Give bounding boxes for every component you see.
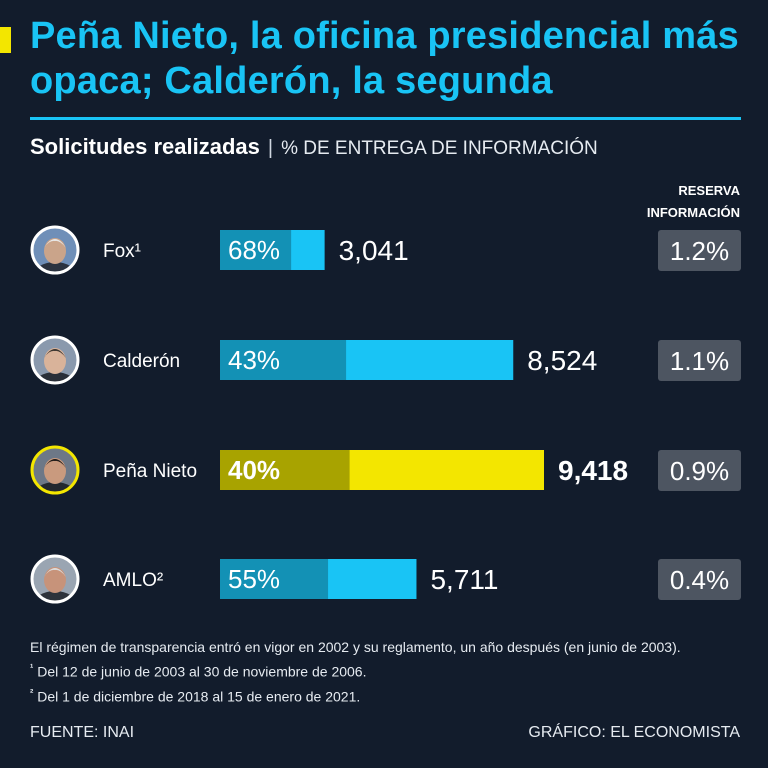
chart-title: Peña Nieto, la oficina presidencial más … — [30, 15, 739, 102]
category-label: Fox¹ — [103, 241, 141, 262]
subtitle-secondary: % DE ENTREGA DE INFORMACIÓN — [281, 138, 598, 159]
category-label: Peña Nieto — [103, 461, 197, 482]
category-label: AMLO² — [103, 570, 163, 591]
subtitle-separator: | — [267, 137, 274, 159]
footnotes: El régimen de transparencia entró en vig… — [30, 636, 750, 707]
reserve-column-header: RESERVA INFORMACIÓN — [647, 180, 740, 224]
reserve-box — [658, 340, 741, 381]
avatar-0 — [30, 225, 80, 275]
percent-label: 55% — [228, 564, 280, 594]
avatar-ring — [30, 554, 80, 604]
value-label: 8,524 — [527, 345, 597, 376]
avatar-face — [44, 348, 66, 374]
reserve-box — [658, 450, 741, 491]
footnote-2: ² Del 1 de diciembre de 2018 al 15 de en… — [30, 683, 750, 708]
value-label: 5,711 — [430, 564, 498, 595]
footnote-main: El régimen de transparencia entró en vig… — [30, 639, 681, 655]
value-label: 9,418 — [558, 455, 628, 486]
avatar-ring — [30, 335, 80, 385]
avatar-ring — [30, 445, 80, 495]
avatar-face — [44, 567, 66, 593]
subtitle-main: Solicitudes realizadas — [30, 134, 260, 159]
reserve-label: 0.4% — [670, 565, 729, 595]
bar-delivered — [220, 559, 329, 599]
avatar-face — [44, 238, 66, 264]
credit-label: GRÁFICO: EL ECONOMISTA — [528, 724, 740, 741]
avatar-1 — [30, 335, 80, 385]
avatar-ring — [30, 225, 80, 275]
reserve-label: 1.2% — [670, 236, 729, 266]
footnote-2-text: Del 1 de diciembre de 2018 al 15 de ener… — [37, 688, 361, 705]
bar-delivered — [220, 340, 347, 380]
percent-label: 68% — [228, 235, 280, 265]
bar-delivered — [220, 450, 350, 490]
title-divider — [30, 117, 741, 120]
reserve-box — [658, 230, 741, 271]
avatar-hair — [44, 349, 66, 358]
avatar-hair — [44, 239, 66, 248]
percent-label: 43% — [228, 345, 280, 375]
title-accent-bar — [0, 27, 11, 53]
avatar-2 — [30, 445, 80, 495]
footnote-1-text: Del 12 de junio de 2003 al 30 de noviemb… — [37, 663, 367, 680]
category-label: Calderón — [103, 351, 180, 372]
avatar-hair — [44, 568, 66, 577]
footnote-1-mark: ¹ — [30, 663, 34, 674]
source-label: FUENTE: INAI — [30, 724, 135, 741]
avatar-3 — [30, 554, 80, 604]
footnote-2-mark: ² — [30, 687, 34, 699]
reserve-header-line2: INFORMACIÓN — [646, 205, 740, 220]
value-label: 3,041 — [339, 235, 409, 266]
avatar-hair — [44, 459, 66, 468]
footnote-1: ¹ Del 12 de junio de 2003 al 30 de novie… — [30, 658, 750, 683]
avatar-face — [44, 458, 66, 484]
bar-delivered — [220, 230, 292, 270]
reserve-label: 0.9% — [670, 456, 729, 486]
percent-label: 40% — [228, 455, 280, 485]
reserve-header-line1: RESERVA — [678, 183, 740, 198]
chart-subtitle: Solicitudes realizadas | % DE ENTREGA DE I… — [30, 132, 598, 164]
reserve-label: 1.1% — [670, 346, 729, 376]
reserve-box — [658, 559, 741, 600]
